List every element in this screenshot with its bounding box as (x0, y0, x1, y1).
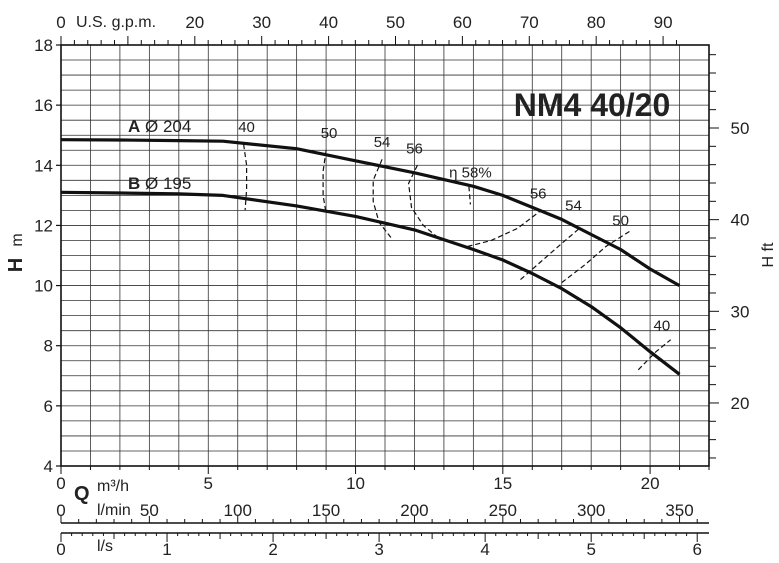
efficiency-curve (372, 159, 392, 238)
gpm-tick-label: 0 (56, 13, 65, 32)
efficiency-label: 50 (612, 212, 629, 229)
lmin-tick-label: 350 (665, 501, 693, 520)
y-tick-label-m: 8 (44, 337, 53, 356)
lmin-tick-label: 300 (577, 501, 605, 520)
lmin-tick-label: 200 (400, 501, 428, 520)
curve-A (60, 138, 681, 287)
efficiency-curve (322, 150, 327, 214)
lmin-tick-label: 150 (312, 501, 340, 520)
gpm-tick-label: 50 (386, 13, 405, 32)
gpm-tick-label: 70 (520, 13, 539, 32)
chart-title: NM4 40/20 (514, 87, 671, 123)
efficiency-label: 56 (406, 140, 423, 157)
efficiency-curve (520, 227, 580, 281)
gpm-tick-label: 20 (185, 13, 204, 32)
plot-frame (56, 36, 719, 542)
y-tick-label-ft: 20 (731, 394, 750, 413)
ls-tick-label: 3 (374, 540, 383, 559)
y-tick-label-m: 12 (34, 216, 53, 235)
ls-tick-label: 2 (268, 540, 277, 559)
y-tick-label-m: 14 (34, 156, 53, 175)
y-axis-unit-m: m (9, 233, 26, 246)
y-tick-label-m: 16 (34, 96, 53, 115)
efficiency-label: 50 (321, 125, 338, 142)
efficiency-label: 56 (530, 185, 547, 202)
performance-curves: A Ø 204 B Ø 195 (60, 117, 681, 376)
ls-tick-label: 0 (56, 540, 65, 559)
efficiency-curve (467, 209, 542, 248)
y-tick-label-ft: 40 (731, 211, 750, 230)
ls-unit-label: l/s (97, 538, 113, 555)
lmin-tick-label: 100 (224, 501, 252, 520)
right-axis-label: H ft (760, 242, 777, 267)
y-tick-label-ft: 30 (731, 302, 750, 321)
y-tick-label-ft: 50 (731, 119, 750, 138)
curve-label-B: B Ø 195 (128, 174, 191, 193)
lmin-unit-label: l/min (97, 502, 131, 519)
gpm-tick-label: 30 (252, 13, 271, 32)
efficiency-label: η 58% (449, 164, 492, 181)
m3h-tick-label: 10 (346, 474, 365, 493)
efficiency-label: 54 (374, 134, 391, 151)
efficiency-curves: 40 40 50 50 54 54 56 56 η 58% (238, 119, 672, 371)
m3h-tick-label: 0 (56, 474, 65, 493)
m3h-unit-label: m³/h (97, 478, 129, 495)
efficiency-curve (561, 230, 630, 284)
ls-tick-label: 1 (162, 540, 171, 559)
axis-labels: NM4 40/20 U.S. g.p.m. H m H ft Q m³/h l/… (5, 14, 777, 555)
efficiency-label: 40 (238, 119, 255, 136)
gpm-axis-label: U.S. g.p.m. (76, 14, 156, 31)
y-axis-label-H: H (5, 258, 27, 272)
efficiency-label: 54 (565, 197, 582, 214)
gpm-tick-label: 40 (319, 13, 338, 32)
curve-label-A: A Ø 204 (128, 117, 191, 136)
y-tick-label-m: 6 (44, 397, 53, 416)
ls-tick-label: 4 (480, 540, 489, 559)
m3h-tick-label: 15 (493, 474, 512, 493)
curve-B (60, 190, 681, 376)
y-tick-label-m: 10 (34, 277, 53, 296)
efficiency-curve (243, 144, 248, 211)
ls-tick-label: 6 (692, 540, 701, 559)
y-tick-label-m: 4 (44, 457, 53, 476)
lmin-tick-label: 250 (489, 501, 517, 520)
efficiency-label: 40 (654, 318, 671, 335)
gpm-tick-label: 80 (587, 13, 606, 32)
gpm-tick-label: 60 (453, 13, 472, 32)
lmin-tick-label: 50 (140, 501, 159, 520)
ls-tick-label: 5 (586, 540, 595, 559)
q-label: Q (74, 483, 90, 505)
efficiency-curve (637, 339, 672, 371)
lmin-tick-label: 0 (56, 501, 65, 520)
efficiency-curve (468, 186, 471, 205)
m3h-tick-label: 5 (204, 474, 213, 493)
y-tick-label-m: 18 (34, 36, 53, 55)
efficiency-curve (407, 165, 439, 238)
grid (61, 45, 709, 466)
m3h-tick-label: 20 (641, 474, 660, 493)
gpm-tick-label: 90 (654, 13, 673, 32)
